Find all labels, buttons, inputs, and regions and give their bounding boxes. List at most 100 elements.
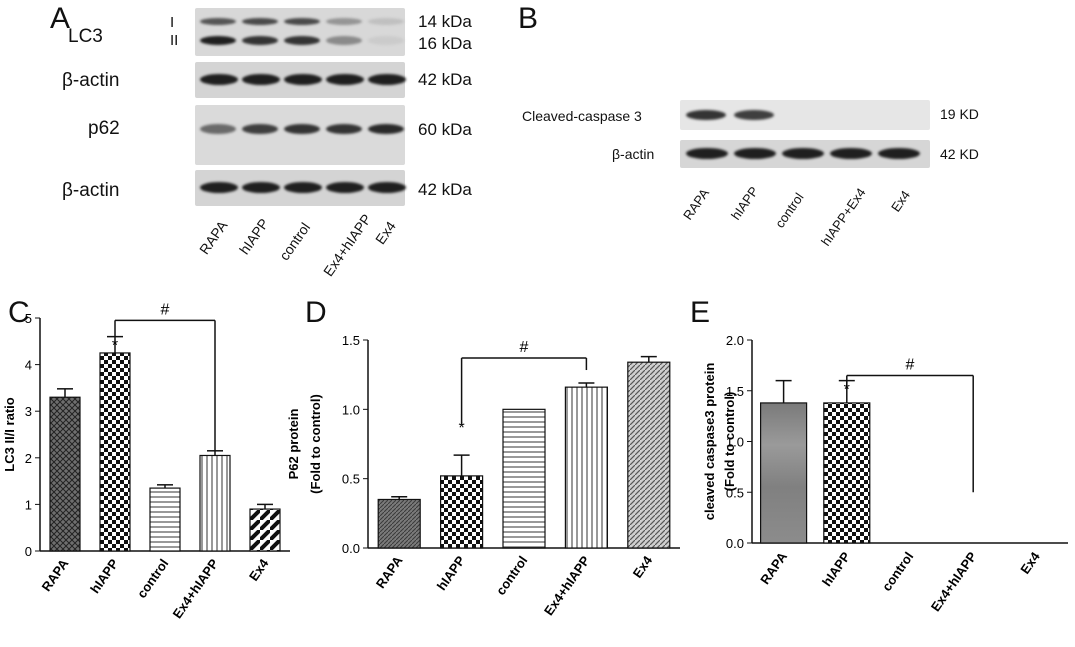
blot-a-band-p62 — [326, 124, 362, 134]
chart-C-bar-Ex4+hIAPP — [199, 454, 231, 552]
chart-C-category-label: Ex4+hIAPP — [170, 556, 222, 621]
blot-a-lc3-strip — [195, 8, 405, 56]
blot-a-band-lc3i — [368, 18, 404, 25]
chart-E-ytick-label: 0.0 — [726, 536, 744, 551]
chart-D-category-label: control — [493, 553, 531, 598]
chart-D-asterisk: * — [458, 420, 464, 437]
chart-C-ytick-label: 2 — [25, 451, 32, 466]
chart-C-category-label: Ex4 — [246, 555, 272, 583]
chart-E-asterisk: * — [844, 382, 850, 399]
blot-a-band-lc3ii — [326, 36, 362, 45]
blot-b-band-actin — [878, 148, 920, 159]
chart-E-category-label: Ex4+hIAPP — [928, 549, 980, 614]
blot-a-band-p62 — [284, 124, 320, 134]
chart-C-ytick-label: 0 — [25, 544, 32, 559]
panel-letter-c: C — [8, 296, 30, 329]
blot-b-mw-42: 42 KD — [940, 146, 979, 162]
chart-D-category-label: hIAPP — [434, 553, 468, 593]
panel-letter-e: E — [690, 296, 711, 329]
blot-b-label-actin: β-actin — [612, 146, 655, 162]
blot-a-band-lc3i — [200, 18, 236, 25]
blot-a-mw-60: 60 kDa — [418, 120, 472, 139]
chart-D-ylabel2: (Fold to control) — [308, 394, 323, 494]
chart-C-ytick-label: 3 — [25, 404, 32, 419]
chart-E-category-label: Ex4 — [1017, 548, 1043, 576]
blot-a-band-actin2 — [242, 182, 280, 193]
chart-E-ylabel2: (Fold to control) — [722, 392, 737, 492]
chart-D-ytick-label: 1.0 — [342, 402, 360, 417]
blot-b-band-actin — [830, 148, 872, 159]
chart-C-category-label: control — [134, 556, 172, 601]
blot-a-mw-42-2: 42 kDa — [418, 180, 472, 199]
chart-E-ytick-label: 1.0 — [726, 435, 744, 450]
chart-E-ytick-label: 0.5 — [726, 485, 744, 500]
chart-C-ytick-label: 5 — [25, 311, 32, 326]
chart-C-bracket-label: # — [161, 301, 170, 318]
chart-C-bar-hIAPP — [99, 352, 131, 552]
chart-E-category-label: control — [879, 549, 917, 594]
blot-b-band-caspase — [686, 110, 726, 120]
blot-a-band-lc3i — [242, 18, 278, 25]
blot-b-label-caspase: Cleaved-caspase 3 — [522, 108, 642, 124]
chart-D-bar-Ex4 — [627, 361, 671, 549]
chart-D-bar-hIAPP — [440, 475, 484, 549]
chart-C-bar-Ex4 — [249, 508, 281, 552]
chart-D-category-label: Ex4 — [630, 552, 656, 580]
chart-D-bar-RAPA — [377, 498, 421, 549]
panel-letter-b: B — [518, 2, 539, 35]
blot-a-band-actin2 — [368, 182, 406, 193]
chart-D-ytick-label: 1.5 — [342, 333, 360, 348]
blot-a-label-actin-1: β-actin — [62, 70, 120, 91]
chart-D-bar-Ex4+hIAPP — [564, 386, 609, 549]
chart-C-bar-RAPA — [49, 396, 81, 552]
blot-a-band-actin1 — [326, 74, 364, 85]
chart-E-category-label: hIAPP — [819, 549, 853, 589]
chart-C-ylabel: LC3 II/I ratio — [2, 397, 17, 471]
blot-a-band-actin1 — [200, 74, 238, 85]
blot-a-label-p62: p62 — [88, 118, 120, 139]
chart-E-bracket-label: # — [906, 357, 915, 374]
blot-a-band-actin1 — [368, 74, 406, 85]
blot-a-band-lc3ii — [242, 36, 278, 45]
chart-E-ytick-label: 2.0 — [726, 333, 744, 348]
chart-C-ytick-label: 1 — [25, 497, 32, 512]
blot-a-band-lc3i — [284, 18, 320, 25]
blot-a-mw-16: 16 kDa — [418, 34, 472, 53]
blot-a-marker-i: I — [170, 14, 175, 31]
blot-a-band-actin2 — [200, 182, 238, 193]
chart-C-asterisk: * — [112, 338, 118, 355]
chart-D-category-label: Ex4+hIAPP — [541, 553, 593, 618]
chart-C-category-label: RAPA — [39, 556, 72, 594]
chart-D-bracket-label: # — [520, 339, 529, 356]
blot-a-band-actin2 — [326, 182, 364, 193]
chart-D-ylabel: P62 protein — [286, 409, 301, 480]
blot-a-mw-14: 14 kDa — [418, 12, 472, 31]
panel-letter-d: D — [305, 296, 327, 329]
blot-a-band-p62 — [242, 124, 278, 134]
chart-D-ytick-label: 0.0 — [342, 541, 360, 556]
blot-a-band-p62 — [368, 124, 404, 134]
blot-a-mw-42-1: 42 kDa — [418, 70, 472, 89]
chart-E-ylabel: cleaved caspase3 protein — [702, 363, 717, 521]
blot-a-band-lc3ii — [284, 36, 320, 45]
blot-a-band-lc3ii — [368, 36, 404, 45]
blot-a-band-actin1 — [284, 74, 322, 85]
blot-b-band-actin — [782, 148, 824, 159]
blot-a-marker-ii: II — [170, 32, 179, 49]
blot-a-band-lc3i — [326, 18, 362, 25]
blot-a-label-lc3: LC3 — [68, 26, 103, 47]
chart-C-bar-control — [149, 487, 181, 552]
blot-a-band-lc3ii — [200, 36, 236, 45]
blot-a-band-actin2 — [284, 182, 322, 193]
blot-a-band-actin1 — [242, 74, 280, 85]
chart-D-ytick-label: 0.5 — [342, 472, 360, 487]
blot-b-band-caspase — [734, 110, 774, 120]
blot-a-p62-strip — [195, 105, 405, 165]
chart-D-category-label: RAPA — [373, 553, 406, 591]
chart-E-bar-hIAPP — [823, 402, 871, 544]
chart-E-bar-RAPA — [759, 402, 808, 544]
chart-C-category-label: hIAPP — [87, 556, 121, 596]
blot-b-band-actin — [734, 148, 776, 159]
blot-a-band-p62 — [200, 124, 236, 134]
